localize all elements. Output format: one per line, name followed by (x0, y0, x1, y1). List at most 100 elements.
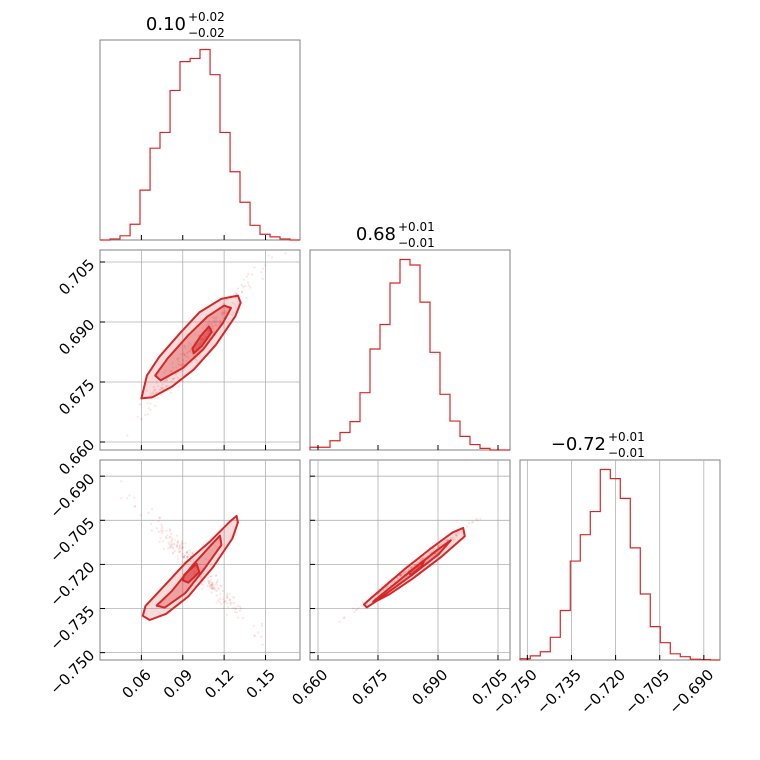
scatter-point (404, 570, 407, 574)
scatter-point (160, 394, 163, 397)
scatter-point (175, 534, 179, 537)
scatter-point (158, 540, 161, 543)
scatter-point (411, 565, 414, 569)
y-tick-label: 0.660 (55, 436, 98, 479)
scatter-point (444, 539, 447, 542)
scatter-point (212, 316, 215, 319)
scatter-point (232, 606, 235, 610)
scatter-point (400, 574, 403, 577)
y-tick-label: 0.690 (55, 316, 98, 359)
scatter-point (120, 497, 123, 500)
scatter-point (353, 611, 356, 614)
scatter-point (355, 608, 358, 612)
scatter-point (169, 545, 172, 549)
scatter-point (147, 407, 150, 410)
scatter-point (189, 551, 192, 554)
scatter-point (208, 580, 211, 583)
scatter-point (211, 581, 214, 585)
scatter-point (209, 584, 212, 587)
scatter-point (228, 599, 232, 602)
contour-outer (140, 294, 242, 400)
scatter-point (147, 511, 150, 514)
scatter-point (407, 568, 410, 572)
x-tick-label: −0.720 (577, 666, 629, 718)
scatter-point (126, 497, 129, 500)
scatter-point (221, 317, 224, 320)
scatter-point (182, 556, 185, 559)
scatter-point (213, 587, 216, 590)
scatter-point (399, 574, 402, 577)
scatter-point (199, 575, 202, 578)
scatter-point (191, 551, 194, 554)
param-title-plus: +0.02 (188, 10, 225, 24)
contour-core (181, 562, 201, 584)
scatter-point (232, 311, 235, 314)
panel-frame (99, 459, 301, 661)
scatter-point (136, 415, 139, 418)
scatter-point (172, 377, 175, 380)
scatter-point (407, 567, 411, 570)
x-tick-label: 0.06 (119, 666, 155, 702)
scatter-point (170, 380, 173, 383)
scatter-point (455, 534, 458, 537)
scatter-point (176, 358, 179, 361)
contour-inner (154, 304, 232, 382)
scatter-point (260, 271, 263, 274)
scatter-point (183, 554, 186, 557)
scatter-point (157, 520, 160, 523)
scatter-point (183, 557, 186, 560)
scatter-point (172, 552, 175, 555)
scatter-point (215, 601, 218, 604)
scatter-point (213, 587, 216, 590)
scatter-point (460, 531, 463, 534)
scatter-point (191, 553, 194, 556)
scatter-point (126, 434, 129, 437)
scatter-point (178, 356, 181, 359)
scatter-point (171, 377, 174, 380)
scatter-point (210, 575, 213, 578)
scatter-point (402, 573, 405, 576)
scatter-point (175, 373, 178, 376)
x-tick-label: −0.705 (621, 666, 673, 718)
scatter-point (231, 301, 234, 305)
scatter-point (470, 521, 474, 525)
scatter-point (386, 584, 389, 588)
scatter-point (210, 322, 213, 325)
scatter-point (177, 363, 180, 366)
scatter-point (214, 321, 217, 324)
scatter-point (182, 359, 185, 362)
scatter-point (399, 575, 402, 578)
scatter-point (128, 494, 131, 497)
scatter-point (230, 601, 233, 605)
scatter-point (236, 605, 239, 608)
scatter-point (212, 585, 215, 589)
scatter-point (222, 607, 225, 610)
scatter-point (155, 391, 158, 394)
scatter-point (380, 591, 383, 594)
scatter-point (222, 311, 225, 314)
y-tick-label: −0.735 (46, 602, 98, 654)
scatter-point (475, 517, 478, 520)
scatter-point (120, 480, 123, 483)
scatter-point (446, 539, 449, 542)
scatter-point (179, 363, 183, 366)
scatter-point (409, 566, 412, 569)
scatter-point (357, 606, 360, 609)
scatter-point (403, 571, 406, 574)
scatter-point (213, 320, 216, 323)
scatter-point (158, 388, 161, 391)
scatter-point (162, 539, 165, 543)
scatter-point (186, 555, 189, 558)
scatter-point (155, 527, 158, 530)
scatter-point (410, 565, 413, 569)
scatter-point (176, 376, 179, 380)
scatter-point (171, 366, 175, 369)
scatter-point (261, 643, 264, 646)
scatter-point (161, 525, 164, 528)
scatter-point (384, 587, 387, 590)
scatter-point (222, 601, 226, 604)
scatter-point (443, 541, 446, 544)
scatter-point (456, 531, 459, 534)
scatter-point (404, 570, 408, 573)
scatter-point (352, 607, 355, 610)
